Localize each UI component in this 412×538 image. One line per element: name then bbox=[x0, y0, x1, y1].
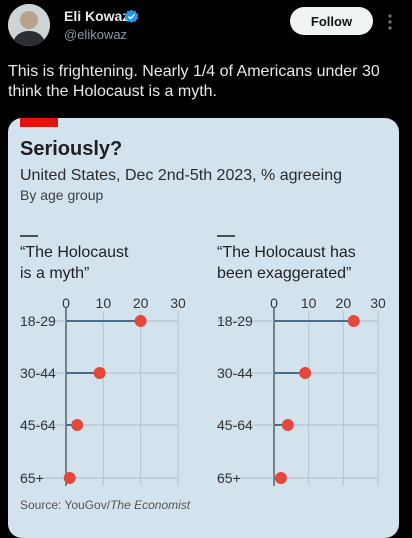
tweet-text: This is frightening. Nearly 1/4 of Ameri… bbox=[8, 63, 380, 100]
panel-1-value-dot bbox=[93, 367, 106, 379]
panel-1-category-label: 45-64 bbox=[20, 417, 56, 433]
panel-1-xtick-label: 10 bbox=[96, 295, 112, 311]
panel-1-title-line2: is a myth” bbox=[20, 265, 89, 282]
panel-2-category-label: 30-44 bbox=[217, 365, 253, 381]
chart-subsubtitle: By age group bbox=[20, 187, 103, 203]
verified-badge-icon bbox=[124, 9, 139, 24]
panel-2-xtick-label: 10 bbox=[301, 295, 317, 311]
panel-2-title-line1: “The Holocaust has bbox=[217, 244, 356, 261]
panel-1-category-label: 30-44 bbox=[20, 365, 56, 381]
panel-1-title-line1: “The Holocaust bbox=[20, 244, 129, 261]
panel-1-xtick-label: 0 bbox=[62, 295, 70, 311]
avatar[interactable] bbox=[8, 4, 50, 46]
source-prefix: Source: YouGov/ bbox=[20, 498, 111, 512]
avatar-photo bbox=[8, 4, 50, 46]
chart-svg: Seriously? United States, Dec 2nd-5th 20… bbox=[20, 118, 386, 512]
panel-2-value-dot bbox=[274, 472, 287, 484]
panel-2-xtick-label: 0 bbox=[270, 295, 278, 311]
economist-accent-bar bbox=[20, 118, 58, 127]
panel-2-value-dot bbox=[299, 367, 312, 379]
tweet-header: Eli Kowaz @elikowaz Follow bbox=[0, 0, 412, 56]
panel-2-category-label: 65+ bbox=[217, 470, 241, 486]
panel-1-category-label: 18-29 bbox=[20, 313, 56, 329]
author-handle[interactable]: @elikowaz bbox=[64, 27, 128, 42]
panel-2-value-dot bbox=[347, 315, 360, 327]
panel-1-value-dot bbox=[134, 315, 147, 327]
panel-1-xtick-label: 20 bbox=[133, 295, 149, 311]
panel-2-category-label: 18-29 bbox=[217, 313, 253, 329]
panel-1-category-label: 65+ bbox=[20, 470, 44, 486]
panel-2-category-label: 45-64 bbox=[217, 417, 253, 433]
panel-2-value-dot bbox=[281, 419, 294, 431]
chart-subtitle: United States, Dec 2nd-5th 2023, % agree… bbox=[20, 167, 342, 184]
source-italic: The Economist bbox=[110, 498, 191, 512]
panel-1-value-dot bbox=[71, 419, 84, 431]
follow-button[interactable]: Follow bbox=[290, 7, 373, 35]
chart-source: Source: YouGov/The Economist bbox=[20, 498, 191, 512]
panel-2-title-line2: been exaggerated” bbox=[217, 265, 351, 282]
chart-image[interactable]: Seriously? United States, Dec 2nd-5th 20… bbox=[8, 118, 399, 538]
panel-1-xtick-label: 30 bbox=[170, 295, 186, 311]
panel-2-xtick-label: 20 bbox=[336, 295, 352, 311]
chart-title: Seriously? bbox=[20, 138, 122, 160]
more-options-icon[interactable] bbox=[386, 12, 394, 32]
author-name[interactable]: Eli Kowaz bbox=[64, 8, 130, 24]
panel-2-xtick-label: 30 bbox=[370, 295, 386, 311]
panel-1-value-dot bbox=[63, 472, 76, 484]
